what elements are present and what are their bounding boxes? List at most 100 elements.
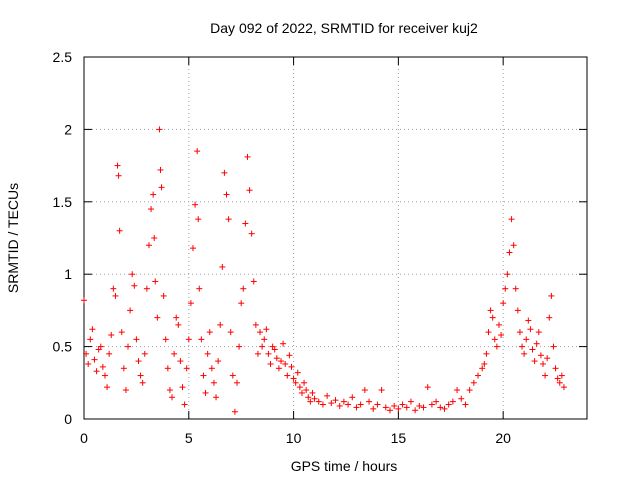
data-point	[301, 379, 308, 386]
data-point	[112, 292, 119, 299]
data-point	[173, 314, 180, 321]
data-point	[257, 329, 264, 336]
data-point	[118, 329, 125, 336]
data-point	[558, 372, 565, 379]
data-point	[120, 365, 127, 372]
x-tick-label: 10	[286, 430, 302, 446]
data-point	[116, 227, 123, 234]
x-tick-label: 15	[391, 430, 407, 446]
data-point	[282, 360, 289, 367]
data-point	[160, 292, 167, 299]
data-point	[248, 230, 255, 237]
data-point	[319, 401, 326, 408]
data-point	[267, 360, 274, 367]
data-point	[177, 358, 184, 365]
data-point	[164, 365, 171, 372]
data-point	[466, 387, 473, 394]
data-point	[240, 285, 247, 292]
grid	[84, 57, 587, 419]
data-point	[271, 346, 278, 353]
data-point	[449, 398, 456, 405]
data-point	[498, 332, 505, 339]
data-point	[171, 350, 178, 357]
data-point	[395, 405, 402, 412]
y-tick-label: 0.5	[53, 339, 73, 355]
data-point	[458, 395, 465, 402]
data-point	[412, 407, 419, 414]
data-point	[221, 169, 228, 176]
data-point	[303, 387, 310, 394]
data-point	[481, 360, 488, 367]
data-point	[554, 375, 561, 382]
data-point	[185, 336, 192, 343]
data-point	[204, 350, 211, 357]
data-point	[244, 153, 251, 160]
data-point	[296, 384, 303, 391]
data-point	[175, 321, 182, 328]
data-point	[145, 242, 152, 249]
data-point	[97, 343, 104, 350]
data-point	[189, 245, 196, 252]
data-point	[215, 358, 222, 365]
x-tick-label: 20	[495, 430, 511, 446]
data-point	[162, 336, 169, 343]
y-tick-label: 1	[64, 266, 72, 282]
data-point	[137, 372, 144, 379]
data-point	[263, 326, 270, 333]
data-point	[208, 365, 215, 372]
data-point	[148, 206, 155, 213]
data-point	[139, 379, 146, 386]
data-point	[219, 263, 226, 270]
data-point	[131, 282, 138, 289]
data-point	[539, 360, 546, 367]
data-point	[129, 271, 136, 278]
data-point	[298, 389, 305, 396]
data-point	[525, 317, 532, 324]
data-point	[91, 356, 98, 363]
data-point	[233, 379, 240, 386]
data-point	[441, 405, 448, 412]
data-points	[81, 126, 567, 415]
data-point	[552, 365, 559, 372]
data-point	[169, 394, 176, 401]
data-point	[495, 321, 502, 328]
data-point	[531, 358, 538, 365]
data-point	[278, 358, 285, 365]
data-point	[151, 235, 158, 241]
x-tick-label: 5	[185, 430, 193, 446]
data-point	[516, 329, 523, 336]
data-point	[83, 350, 90, 357]
data-point	[242, 220, 249, 227]
data-point	[454, 387, 461, 394]
data-point	[154, 314, 161, 321]
data-point	[374, 401, 381, 408]
data-point	[529, 346, 536, 353]
data-point	[259, 343, 266, 350]
data-point	[183, 365, 190, 372]
data-point	[544, 355, 551, 362]
data-point	[491, 336, 498, 343]
data-point	[286, 352, 293, 359]
data-point	[196, 285, 203, 292]
data-point	[101, 372, 108, 379]
chart-title: Day 092 of 2022, SRMTID for receiver kuj…	[210, 20, 478, 36]
data-point	[288, 363, 295, 370]
data-point	[198, 336, 205, 343]
data-point	[227, 329, 234, 336]
data-point	[89, 326, 96, 333]
data-point	[252, 321, 259, 328]
data-point	[236, 343, 243, 350]
data-point	[275, 365, 282, 372]
data-point	[403, 404, 410, 411]
data-point	[475, 372, 482, 379]
data-point	[99, 363, 106, 370]
data-point	[548, 292, 555, 299]
x-tick-label: 0	[80, 430, 88, 446]
data-point	[535, 329, 542, 336]
data-point	[479, 365, 486, 372]
data-point	[485, 329, 492, 336]
data-point	[332, 397, 339, 404]
data-point	[523, 336, 530, 343]
data-point	[156, 126, 163, 133]
data-point	[292, 379, 299, 386]
